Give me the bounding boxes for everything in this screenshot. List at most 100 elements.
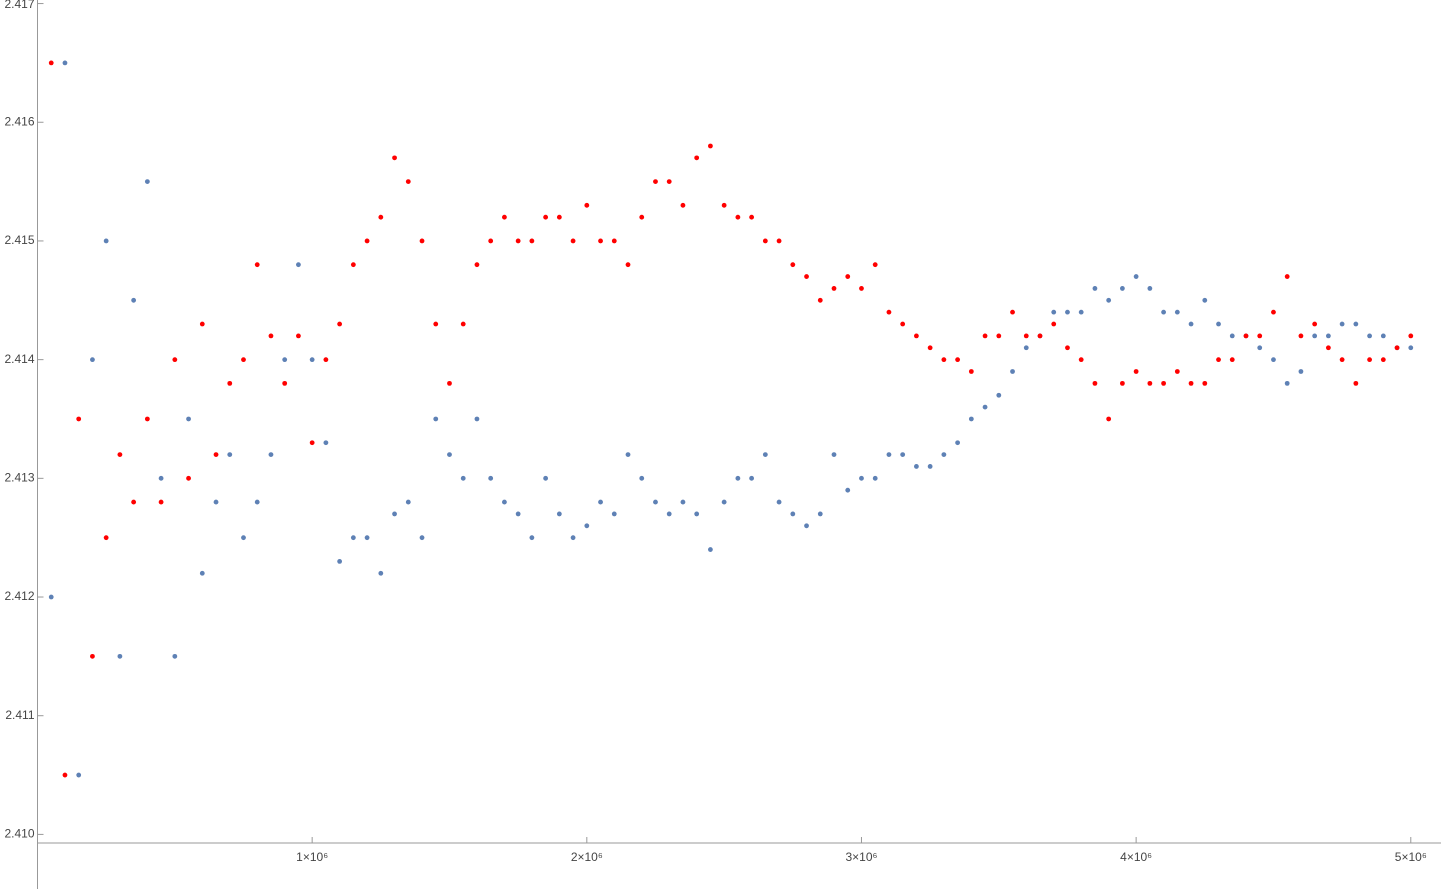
data-point (309, 357, 315, 363)
data-point (625, 262, 631, 268)
data-point (1078, 309, 1084, 315)
data-point (337, 559, 343, 564)
data-point (447, 452, 452, 457)
data-point (144, 416, 150, 422)
data-point (666, 511, 672, 517)
data-point (680, 202, 686, 208)
data-point (639, 475, 645, 481)
data-point (1147, 286, 1153, 291)
data-point (859, 286, 864, 291)
data-point (1271, 357, 1276, 363)
data-point (488, 475, 494, 481)
data-point (158, 499, 164, 505)
data-point (639, 214, 645, 220)
data-point (48, 60, 54, 66)
data-point (625, 452, 631, 457)
data-point (474, 262, 480, 268)
data-point (254, 262, 260, 268)
data-point (1023, 345, 1029, 351)
data-point (1133, 274, 1139, 279)
data-point (103, 238, 109, 244)
data-point (1367, 357, 1372, 363)
data-point (543, 475, 549, 481)
data-point (1119, 380, 1125, 386)
data-point (1133, 369, 1139, 374)
data-point (708, 547, 713, 552)
data-point (708, 143, 713, 149)
data-point (941, 452, 947, 457)
data-point (529, 238, 535, 244)
data-point (90, 653, 95, 659)
data-point (1339, 321, 1345, 327)
data-point (350, 262, 356, 268)
data-point (227, 380, 233, 386)
data-point (364, 535, 370, 541)
data-point (680, 499, 686, 505)
data-point (419, 238, 425, 244)
data-point (927, 345, 933, 351)
y-tick-label: 2.415 (4, 233, 34, 247)
data-point (378, 214, 384, 220)
x-tick-label: 3×10⁶ (845, 850, 877, 864)
data-point (1325, 333, 1331, 339)
data-point (872, 475, 878, 481)
data-point (213, 452, 219, 457)
data-point (1216, 357, 1221, 363)
data-point (1106, 297, 1112, 303)
data-point (845, 487, 851, 493)
data-point (804, 274, 809, 279)
data-point (955, 357, 961, 363)
x-tick-label: 1×10⁶ (296, 850, 328, 864)
data-point (1339, 357, 1345, 363)
data-point (502, 214, 507, 220)
data-point (502, 499, 507, 505)
data-point (199, 570, 205, 576)
data-point (433, 416, 439, 422)
x-tick-label: 2×10⁶ (571, 850, 603, 864)
data-point (996, 392, 1002, 398)
data-point (762, 452, 768, 457)
data-point (749, 475, 755, 481)
data-point (1325, 345, 1331, 351)
data-point (282, 357, 288, 363)
data-point (1188, 380, 1194, 386)
data-point (378, 570, 384, 576)
y-tick-label: 2.416 (4, 114, 34, 128)
data-point (735, 214, 741, 220)
data-point (48, 594, 54, 600)
data-point (1161, 309, 1166, 315)
data-point (392, 155, 397, 161)
data-point (405, 179, 411, 184)
data-point (433, 321, 439, 327)
data-point (1408, 333, 1414, 339)
data-point (1174, 369, 1180, 374)
data-point (776, 238, 782, 244)
data-point (144, 179, 150, 184)
data-point (1271, 309, 1276, 315)
data-point (350, 535, 356, 541)
data-point (1298, 369, 1304, 374)
data-point (776, 499, 782, 505)
data-point (790, 262, 796, 268)
data-point (1023, 333, 1029, 339)
data-point (62, 772, 68, 778)
data-point (1367, 333, 1372, 339)
data-point (721, 499, 727, 505)
data-point (1229, 357, 1235, 363)
data-point (570, 238, 576, 244)
data-point (172, 357, 178, 363)
data-point (460, 475, 466, 481)
data-point (117, 452, 123, 457)
data-point (90, 357, 95, 363)
x-tick-label: 5×10⁶ (1395, 850, 1427, 864)
data-point (1408, 345, 1414, 351)
data-point (515, 511, 521, 517)
data-point (1353, 321, 1359, 327)
data-point (1188, 321, 1194, 327)
data-point (1216, 321, 1221, 327)
data-point (1147, 380, 1153, 386)
data-point (859, 475, 864, 481)
data-point (1051, 321, 1057, 327)
data-point (213, 499, 219, 505)
data-point (749, 214, 755, 220)
